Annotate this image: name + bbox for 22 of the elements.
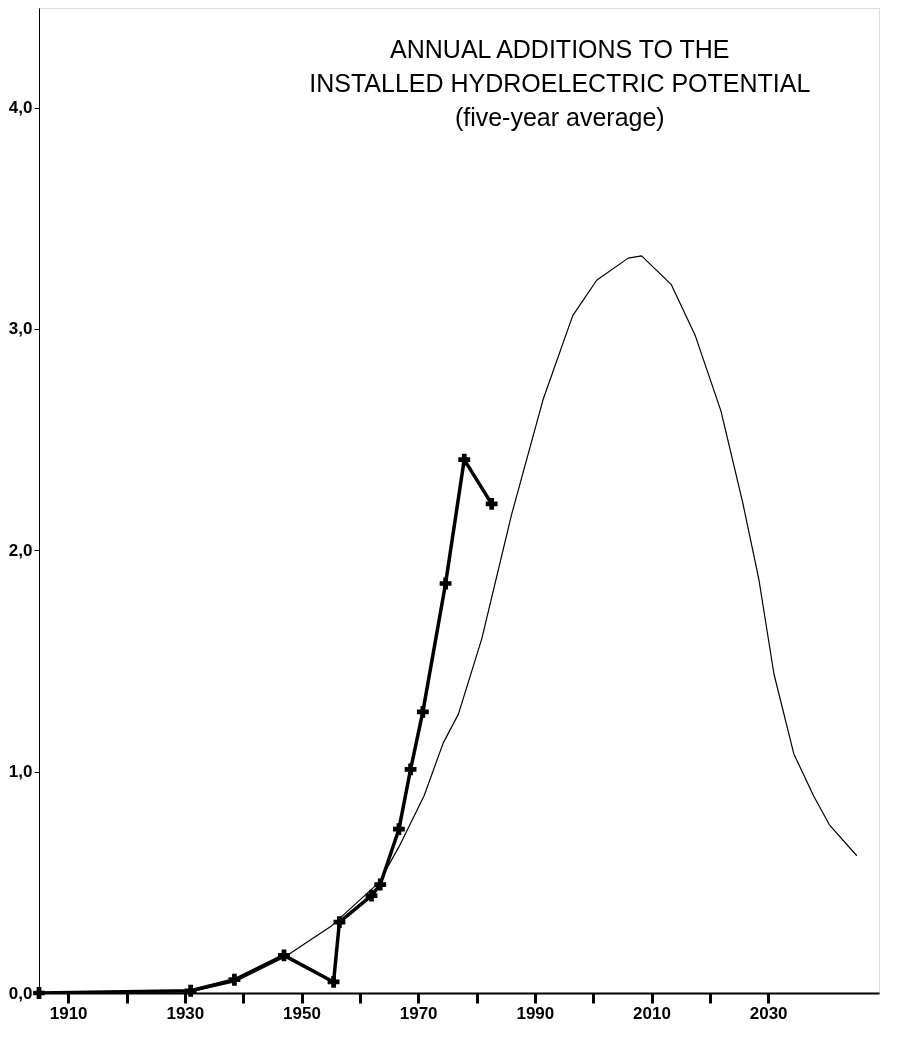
point [416,705,429,718]
y-tick-label: 1,0 [8,762,33,782]
x-tick-label: 1950 [283,1003,321,1023]
y-tick-label: 4,0 [8,98,33,118]
text: (five-year average) [454,103,665,131]
x-tick-label: 2010 [633,1003,671,1023]
point [439,577,452,590]
point [458,453,471,466]
x-tick-label: 1910 [49,1003,88,1023]
y-tick-label: 2,0 [8,540,33,560]
point [365,889,378,902]
y-tick-label: 3,0 [8,319,33,339]
text: ANNUAL ADDITIONS TO THE INSTALLED HYDROELECTRIC POTENTIAL [309,35,811,97]
point [327,976,340,988]
point [485,497,498,510]
x-tick-label: 1970 [399,1003,438,1023]
x-tick-label: 2030 [749,1003,788,1023]
x-tick-label: 1990 [516,1003,555,1023]
y-tick-label: 0,0 [8,983,33,1003]
point [393,823,405,836]
x-tick-label: 1930 [166,1003,205,1023]
point [404,763,417,776]
